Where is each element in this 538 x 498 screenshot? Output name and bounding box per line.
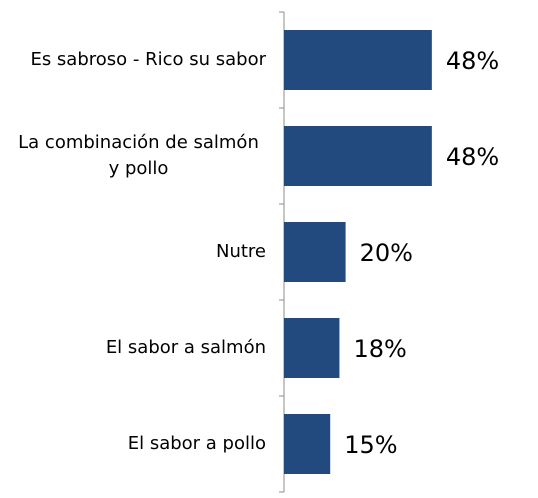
bar	[284, 126, 432, 186]
category-label: El sabor a salmón	[105, 337, 266, 358]
value-label: 48%	[446, 143, 499, 171]
bar	[284, 222, 346, 282]
category-label: Es sabroso - Rico su sabor	[30, 49, 266, 70]
bar	[284, 318, 340, 378]
bar	[284, 414, 331, 474]
category-label: Nutre	[215, 241, 266, 262]
value-label: 48%	[446, 47, 499, 75]
category-label: El sabor a pollo	[127, 433, 266, 454]
bar	[284, 30, 432, 90]
value-label: 18%	[353, 335, 406, 363]
value-label: 20%	[360, 239, 413, 267]
value-label: 15%	[344, 431, 397, 459]
category-label: La combinación de salmón y pollo	[18, 132, 259, 179]
